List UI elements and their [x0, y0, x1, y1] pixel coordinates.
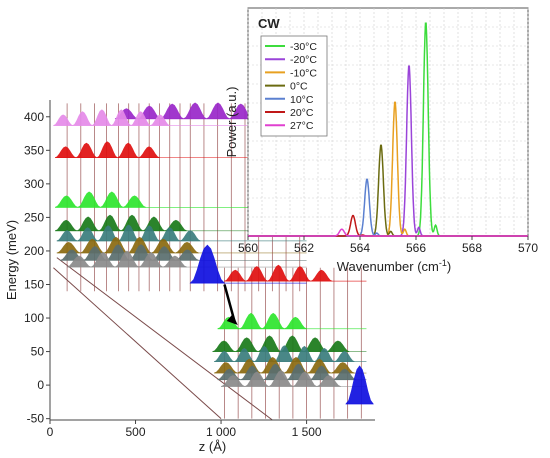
y-tick-label: 0 [37, 378, 44, 392]
x-tick-label: 560 [238, 241, 258, 255]
band-edge-line [56, 257, 273, 421]
band-edge-line [53, 267, 222, 420]
y-tick-label: 250 [24, 210, 44, 224]
x-tick-label: 500 [126, 425, 146, 439]
legend-label: 27°C [290, 120, 314, 132]
wavefunction-left [54, 141, 160, 159]
y-axis-label: Power (a.u.) [224, 87, 239, 158]
chart-title: CW [258, 16, 280, 31]
x-tick-label: 562 [294, 241, 314, 255]
x-tick-label: 564 [350, 241, 370, 255]
spectrum-line [248, 228, 528, 237]
y-tick-label: 300 [24, 177, 44, 191]
x-tick-label: 566 [406, 241, 426, 255]
wavefunction-right [217, 363, 357, 381]
wavefunction-left [56, 224, 201, 242]
x-tick-label: 0 [47, 425, 54, 439]
legend-label: -10°C [290, 67, 317, 79]
x-axis-label: z (Å) [199, 439, 226, 454]
x-tick-label: 570 [518, 241, 538, 255]
legend-label: 20°C [290, 107, 314, 119]
y-tick-label: 50 [31, 345, 45, 359]
y-tick-label: 200 [24, 244, 44, 258]
wavefunction-left [66, 250, 187, 268]
x-axis-label: Wavenumber (cm-1) [337, 258, 451, 274]
y-tick-label: 350 [24, 143, 44, 157]
legend-label: -20°C [290, 54, 317, 66]
legend-label: 10°C [290, 94, 314, 106]
legend-label: -30°C [290, 41, 317, 53]
x-tick-label: 1 000 [206, 425, 236, 439]
y-tick-label: 100 [24, 311, 44, 325]
wavefunction-left [54, 191, 146, 208]
x-tick-label: 1 500 [292, 425, 322, 439]
wavefunction-right [220, 370, 341, 387]
wavefunction-left [53, 109, 170, 126]
wavefunction-left [189, 244, 226, 284]
y-tick-label: -50 [27, 412, 45, 426]
wavefunction-right [345, 365, 374, 405]
transition-arrow-head [226, 314, 238, 326]
wavefunction-right [224, 264, 333, 282]
y-axis-label: Energy (meV) [4, 220, 19, 300]
y-tick-label: 400 [24, 110, 44, 124]
x-tick-label: 568 [462, 241, 482, 255]
wavefunction-right [214, 345, 355, 362]
legend-label: 0°C [290, 81, 308, 93]
y-tick-label: 150 [24, 277, 44, 291]
